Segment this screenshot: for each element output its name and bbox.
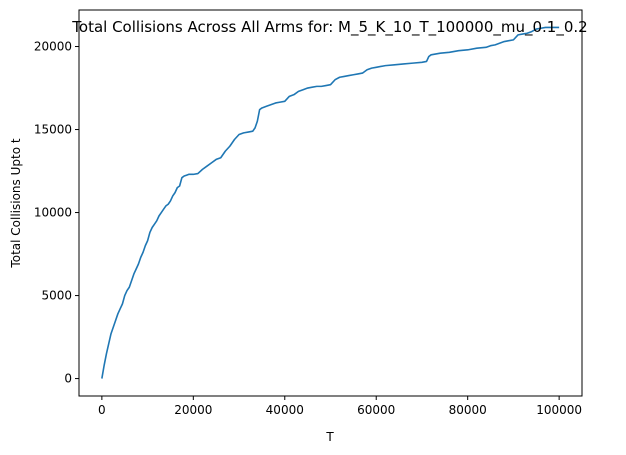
x-tick-label: 80000 (449, 403, 487, 417)
x-tick-label: 100000 (536, 403, 582, 417)
x-tick-label: 0 (98, 403, 106, 417)
x-tick-label: 20000 (174, 403, 212, 417)
y-tick-label: 15000 (34, 123, 72, 137)
x-axis-label: T (325, 430, 334, 444)
y-axis: 0 5000 10000 15000 20000 (34, 40, 79, 386)
y-tick-label: 10000 (34, 206, 72, 220)
y-tick-label: 20000 (34, 40, 72, 54)
chart-title: Total Collisions Across All Arms for: M_… (71, 18, 587, 37)
series-line (101, 26, 560, 379)
plot-frame (78, 9, 583, 397)
x-axis: 0 20000 40000 60000 80000 100000 (98, 396, 582, 417)
y-tick-label: 5000 (41, 289, 72, 303)
y-axis-label: Total Collisions Upto t (9, 138, 23, 268)
x-tick-label: 40000 (266, 403, 304, 417)
y-tick-label: 0 (64, 372, 72, 386)
x-tick-label: 60000 (357, 403, 395, 417)
